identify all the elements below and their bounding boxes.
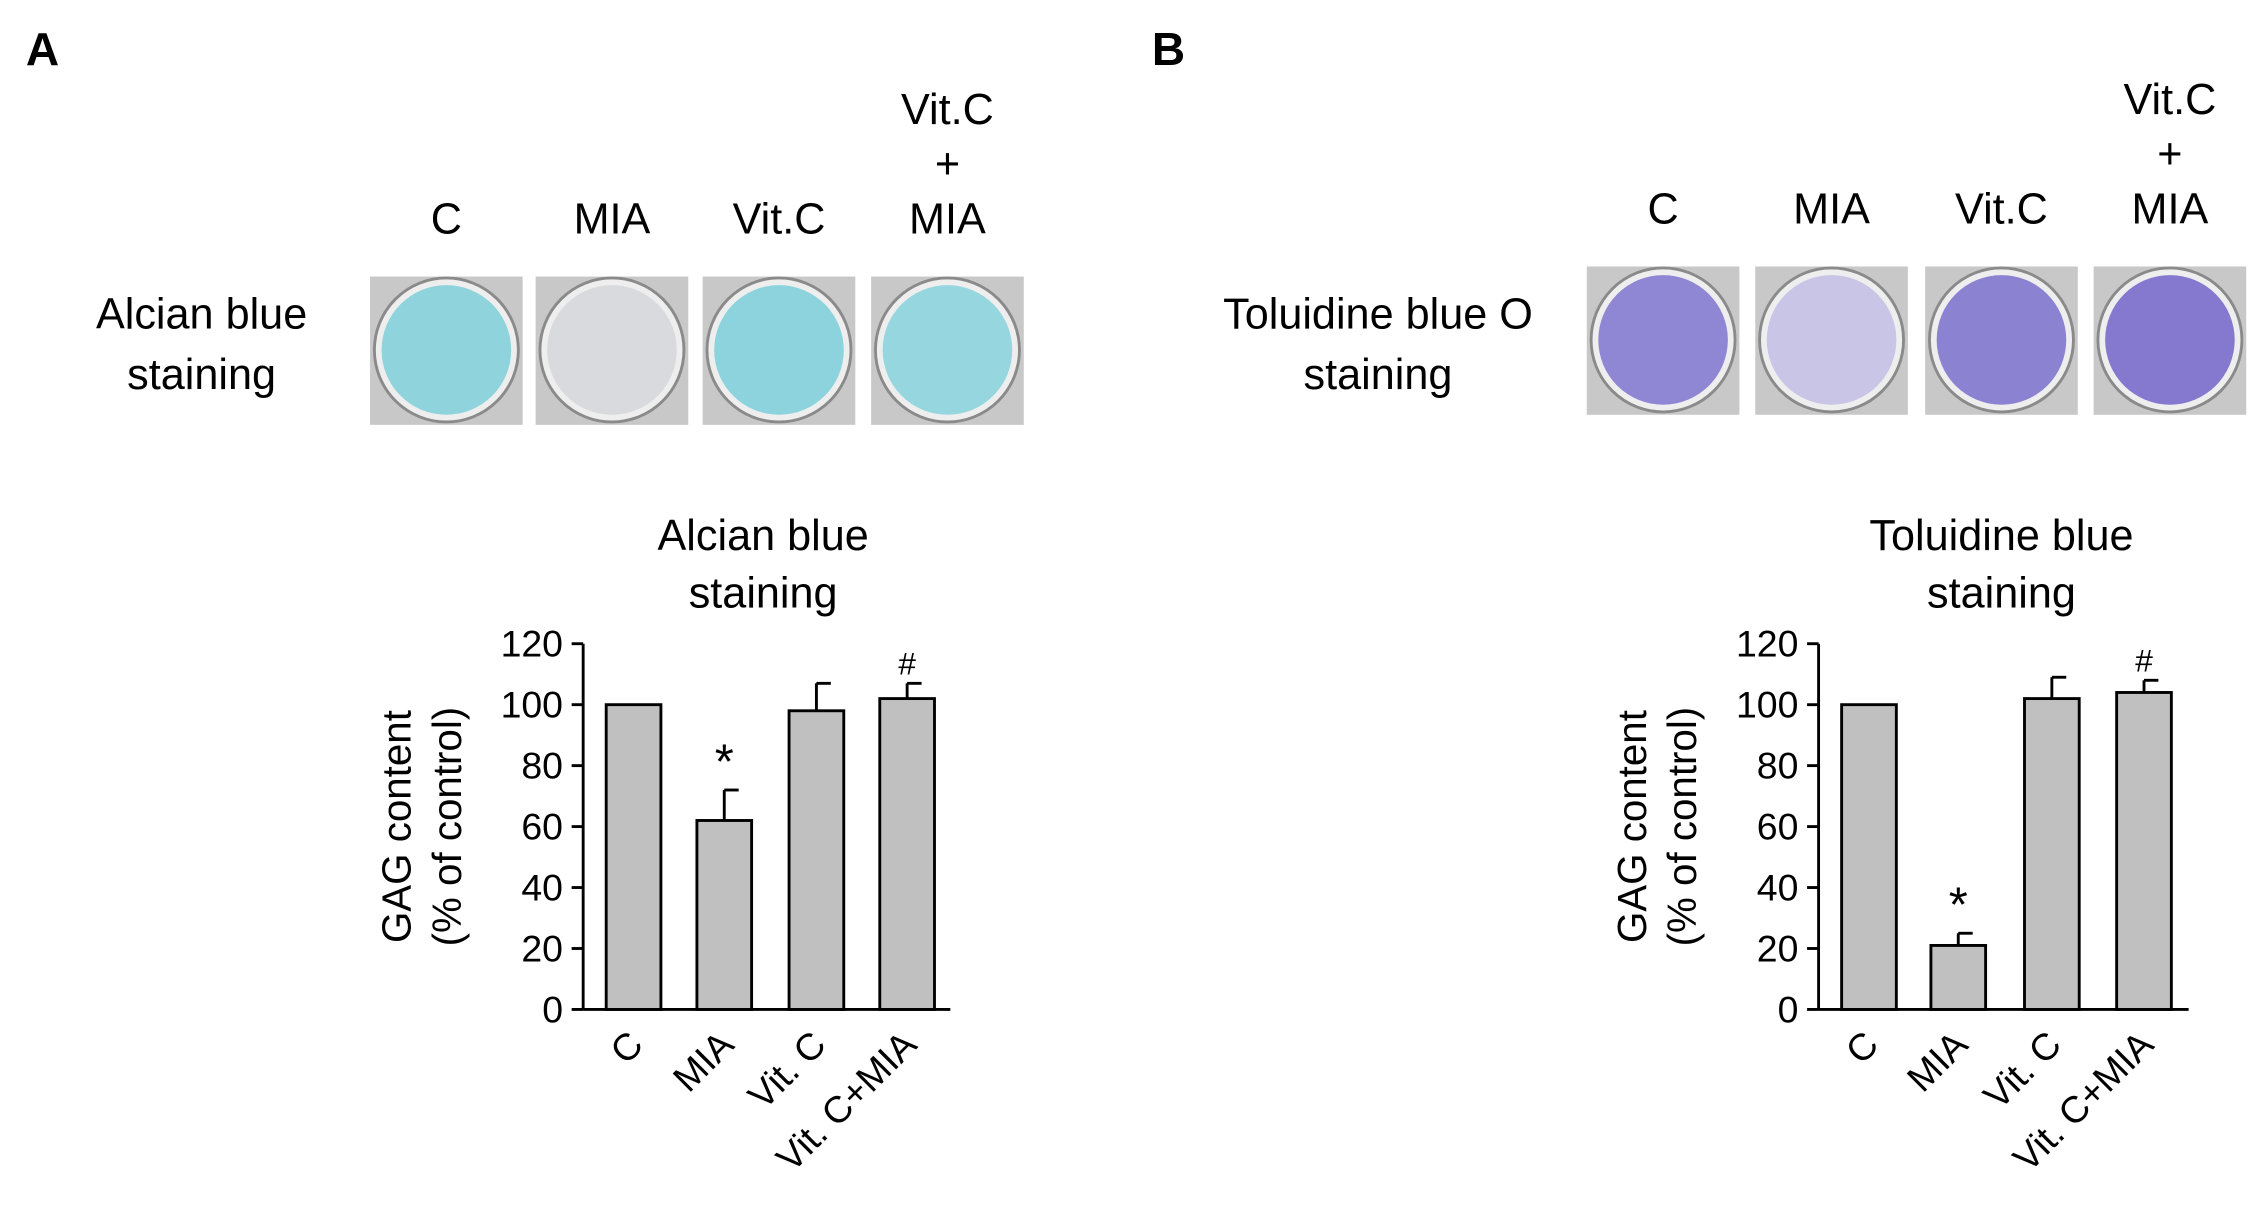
bar xyxy=(1929,944,1988,1011)
row-label: staining xyxy=(127,351,276,399)
y-axis-label: GAG content xyxy=(374,710,419,943)
y-tick-label: 80 xyxy=(521,745,563,787)
y-tick-label: 100 xyxy=(501,684,563,726)
well-label: C xyxy=(431,195,462,243)
significance-mark: # xyxy=(2135,643,2153,679)
well-label: Vit.C xyxy=(2124,76,2217,124)
row-label: staining xyxy=(1304,351,1453,399)
bar xyxy=(787,709,846,1011)
y-tick-label: 40 xyxy=(1757,866,1799,908)
well-label: MIA xyxy=(574,195,651,243)
well-label: Vit.C xyxy=(1955,185,2048,233)
row-label: Alcian blue xyxy=(96,290,307,338)
y-tick-label: 120 xyxy=(501,623,563,665)
bar xyxy=(695,819,754,1011)
y-tick-label: 80 xyxy=(1757,745,1799,787)
panel-label: A xyxy=(26,23,59,75)
y-tick-label: 20 xyxy=(1757,927,1799,969)
bar xyxy=(2115,691,2173,1011)
y-axis-label: (% of control) xyxy=(425,707,470,947)
well-label: Vit.C xyxy=(733,195,826,243)
bar xyxy=(878,697,936,1011)
row-label: Toluidine blue O xyxy=(1223,290,1533,338)
well-stain xyxy=(1936,275,2067,405)
well-label: MIA xyxy=(909,195,986,243)
y-tick-label: 0 xyxy=(542,988,563,1030)
y-tick-label: 120 xyxy=(1736,623,1798,665)
y-tick-label: 40 xyxy=(521,866,563,908)
well-stain xyxy=(714,285,844,415)
y-tick-label: 0 xyxy=(1778,988,1799,1030)
chart-title: Alcian blue xyxy=(658,512,869,560)
significance-mark: # xyxy=(898,646,916,682)
y-tick-label: 60 xyxy=(521,806,563,848)
well-stain xyxy=(2105,275,2235,405)
well-label: MIA xyxy=(2132,185,2209,233)
y-tick-label: 100 xyxy=(1736,684,1798,726)
bar xyxy=(604,703,663,1011)
x-tick-label: C xyxy=(1837,1023,1886,1072)
chart-title: Toluidine blue xyxy=(1869,512,2133,560)
bar xyxy=(1840,703,1898,1011)
x-tick-label: MIA xyxy=(665,1023,742,1100)
significance-mark: * xyxy=(715,735,734,789)
y-axis-label: (% of control) xyxy=(1660,707,1705,947)
well-label: MIA xyxy=(1793,185,1870,233)
well-label: Vit.C xyxy=(901,86,994,134)
chart-title: staining xyxy=(1927,570,2076,618)
x-tick-label: C xyxy=(602,1023,651,1072)
well-stain xyxy=(1766,275,1897,405)
y-axis-label: GAG content xyxy=(1610,710,1655,943)
well-stain xyxy=(882,285,1013,415)
significance-mark: * xyxy=(1949,879,1968,933)
y-tick-label: 20 xyxy=(521,927,563,969)
well-stain xyxy=(1598,275,1728,405)
y-tick-label: 60 xyxy=(1757,806,1799,848)
well-label: + xyxy=(935,141,960,189)
well-label: C xyxy=(1647,185,1678,233)
chart-title: staining xyxy=(689,570,838,618)
well-label: + xyxy=(2157,131,2182,179)
panel-label: B xyxy=(1152,23,1185,75)
bar xyxy=(2023,697,2081,1011)
x-tick-label: MIA xyxy=(1899,1023,1976,1100)
well-stain xyxy=(547,285,677,415)
well-stain xyxy=(381,285,512,415)
